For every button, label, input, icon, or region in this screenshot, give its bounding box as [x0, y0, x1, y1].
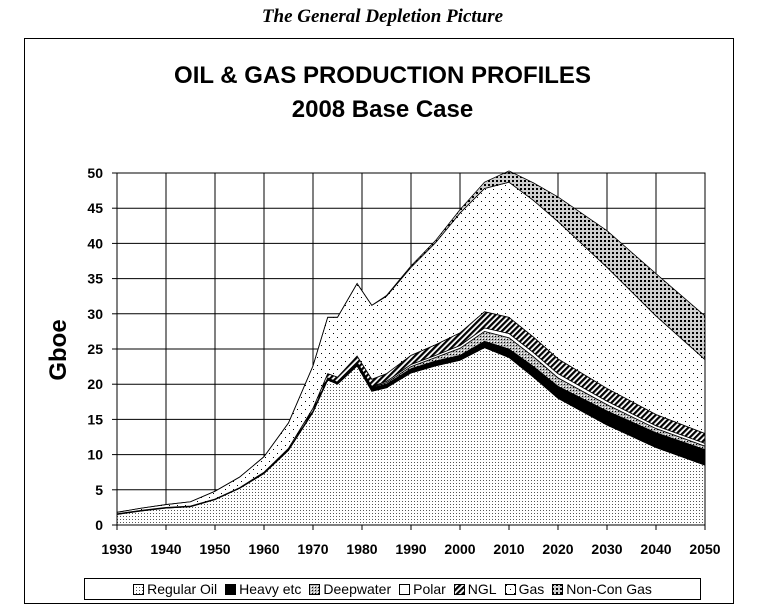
x-tick-label: 1930 [101, 541, 132, 557]
chart-subtitle: 2008 Base Case [291, 96, 474, 123]
y-tick-label: 50 [87, 165, 103, 181]
x-tick-label: 1960 [248, 541, 279, 557]
x-tick-label: 1950 [199, 541, 230, 557]
legend-label: Polar [413, 581, 446, 597]
x-tick-label: 2010 [493, 541, 524, 557]
y-axis-label: Gboe [45, 319, 72, 380]
legend-label: Deepwater [323, 581, 392, 597]
legend-item: Gas [504, 581, 545, 597]
legend-swatch [225, 583, 237, 595]
x-tick-label: 2030 [591, 541, 622, 557]
legend-swatch [133, 583, 145, 595]
legend-item: NGL [453, 581, 497, 597]
y-tick-label: 5 [95, 482, 103, 498]
legend-item: Deepwater [309, 581, 391, 597]
x-tick-label: 2020 [542, 541, 573, 557]
legend-label: Regular Oil [147, 581, 218, 597]
x-tick-label: 1940 [150, 541, 181, 557]
legend-item: Regular Oil [133, 581, 217, 597]
legend-swatch [504, 583, 516, 595]
x-tick-label: 2000 [444, 541, 475, 557]
x-tick-label: 1980 [346, 541, 377, 557]
y-tick-label: 0 [95, 517, 103, 533]
y-tick-label: 10 [87, 447, 103, 463]
x-tick-label: 1990 [395, 541, 426, 557]
y-tick-label: 45 [87, 200, 103, 216]
y-tick-label: 35 [87, 271, 103, 287]
y-tick-label: 30 [87, 306, 103, 322]
axes: 1930 1940 1950 1960 1970 1980 1990 2000 2010 2020… [87, 165, 720, 557]
legend-swatch [552, 583, 564, 595]
legend-item: Non-Con Gas [552, 581, 652, 597]
legend-label: Non-Con Gas [566, 581, 652, 597]
legend-item: Heavy etc [225, 581, 301, 597]
y-tick-label: 20 [87, 376, 103, 392]
legend-label: NGL [467, 581, 497, 597]
y-tick-label: 40 [87, 235, 103, 251]
chart-legend: Regular Oil Heavy etc Deepwater Polar NGL Gas… [84, 578, 701, 600]
y-tick-label: 15 [87, 411, 103, 427]
legend-label: Heavy etc [239, 581, 302, 597]
x-tick-label: 1970 [297, 541, 328, 557]
page-heading: The General Depletion Picture [261, 6, 504, 27]
series-areas [116, 170, 706, 526]
legend-swatch [399, 583, 411, 595]
chart-frame [24, 38, 734, 604]
legend-swatch [453, 583, 465, 595]
legend-item: Polar [399, 581, 446, 597]
legend-swatch [309, 583, 321, 595]
chart-title: OIL & GAS PRODUCTION PROFILES [174, 62, 591, 89]
legend-label: Gas [518, 581, 545, 597]
x-tick-label: 2040 [640, 541, 671, 557]
x-tick-label: 2050 [689, 541, 720, 557]
y-tick-label: 25 [87, 341, 103, 357]
